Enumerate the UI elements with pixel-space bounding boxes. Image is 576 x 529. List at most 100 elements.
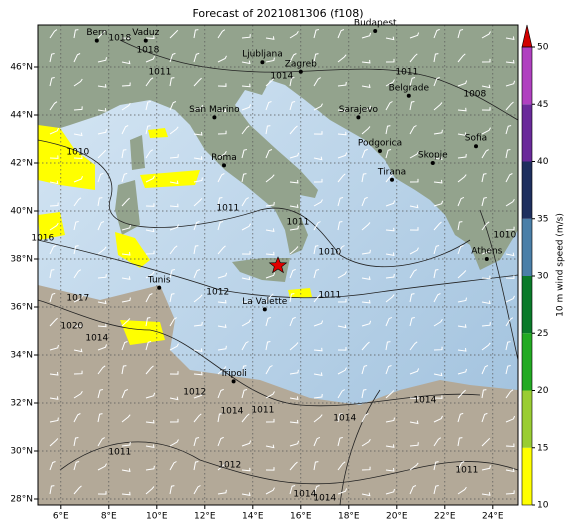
wind-barb — [145, 101, 151, 111]
wind-barb — [337, 367, 347, 375]
wind-barb — [433, 156, 443, 161]
isobar-label: 1011 — [455, 465, 478, 475]
isobar-label: 1014 — [333, 413, 356, 423]
wind-barb — [409, 125, 417, 135]
wind-patch — [288, 288, 312, 298]
wind-barb — [169, 485, 175, 495]
map-labels: 6°E 8°E 10°E 12°E 14°E 16°E 18°E 20°E 22°E 24°E 28… — [10, 19, 516, 522]
x-tick-label: 10°E — [146, 512, 168, 522]
colorbar-tick-label: 20 — [537, 386, 549, 396]
wind-barb — [409, 395, 419, 400]
wind-barb — [433, 415, 443, 423]
wind-barb — [313, 269, 320, 279]
wind-barb — [97, 463, 107, 471]
city-label: Belgrade — [389, 83, 430, 93]
wind-barb — [457, 107, 467, 112]
wind-barb — [505, 295, 515, 303]
isobar-label: 1014 — [293, 489, 316, 499]
wind-barb — [193, 52, 200, 63]
wind-barb — [193, 371, 203, 376]
wind-barb — [409, 178, 419, 183]
wind-barb — [409, 420, 419, 425]
wind-barb — [385, 58, 395, 63]
wind-barb — [313, 131, 323, 135]
wind-barb — [49, 101, 58, 111]
city-label: Tunis — [147, 275, 171, 285]
wind-barb — [289, 125, 298, 135]
wind-barb — [313, 347, 323, 352]
wind-barb — [49, 438, 59, 447]
wind-barb — [433, 53, 439, 63]
wind-barb — [193, 348, 203, 353]
isobar-label: 1012 — [183, 387, 206, 397]
wind-barb — [337, 245, 345, 255]
wind-barb — [361, 365, 368, 375]
wind-barb — [409, 485, 417, 495]
wind-barb — [289, 53, 297, 63]
wind-barb — [289, 440, 300, 447]
wind-barb — [49, 29, 58, 39]
wind-barb — [241, 276, 251, 281]
x-tick-label: 20°E — [386, 512, 408, 522]
city-label: Sarajevo — [339, 105, 379, 115]
wind-barb — [121, 389, 129, 399]
wind-barb — [361, 492, 371, 497]
wind-barb — [265, 341, 271, 351]
isobar-label: 1014 — [313, 494, 336, 504]
wind-barb — [193, 29, 199, 39]
wind-barb — [121, 60, 131, 65]
wind-barb — [73, 221, 79, 231]
wind-barb — [121, 414, 131, 423]
wind-barb — [433, 76, 440, 87]
x-tick-label: 12°E — [194, 512, 216, 522]
city-dot — [222, 163, 226, 168]
wind-barb — [73, 437, 79, 447]
wind-barb — [433, 372, 443, 377]
city-label: Ljubljana — [242, 50, 283, 60]
wind-barb — [265, 174, 275, 183]
wind-barb — [433, 485, 439, 495]
isobar-label: 1016 — [31, 233, 54, 243]
colorbar-segment — [522, 333, 532, 391]
wind-barb — [121, 341, 128, 351]
wind-barb — [193, 294, 203, 303]
wind-barb — [241, 492, 251, 497]
wind-barb — [265, 36, 275, 40]
wind-barb — [337, 29, 345, 39]
isobar-label: 1020 — [60, 321, 83, 331]
wind-barb — [481, 412, 488, 423]
wind-barb — [169, 29, 179, 39]
wind-barb — [73, 132, 83, 137]
wind-barb — [505, 317, 514, 327]
wind-barb — [193, 485, 201, 495]
colorbar-tick-label: 25 — [537, 329, 548, 339]
wind-barb — [49, 396, 59, 400]
wind-barb — [241, 197, 249, 207]
colorbar-segment — [522, 47, 532, 105]
wind-barb — [385, 273, 395, 279]
wind-barb — [313, 372, 323, 377]
colorbar-segment — [522, 104, 532, 162]
x-tick-label: 8°E — [101, 512, 117, 522]
wind-barb — [97, 172, 104, 183]
wind-barb — [73, 323, 83, 327]
wind-barb — [433, 221, 442, 231]
wind-barb — [241, 319, 251, 327]
wind-barb — [121, 468, 131, 473]
wind-barb — [241, 413, 250, 423]
city-label: Tirana — [377, 167, 406, 177]
city-label: La Valette — [242, 297, 287, 307]
wind-barb — [97, 389, 104, 399]
wind-patch — [140, 170, 200, 188]
wind-barb — [217, 130, 227, 135]
wind-barb — [121, 35, 131, 39]
city-dot — [373, 29, 378, 33]
wind-barb — [49, 269, 55, 279]
wind-barb — [241, 125, 250, 135]
wind-barb — [481, 149, 489, 159]
wind-barb — [313, 436, 321, 447]
wind-barb — [97, 413, 103, 423]
wind-barb — [241, 83, 251, 88]
y-tick-label: 44°N — [10, 111, 33, 121]
wind-barb — [193, 221, 200, 231]
